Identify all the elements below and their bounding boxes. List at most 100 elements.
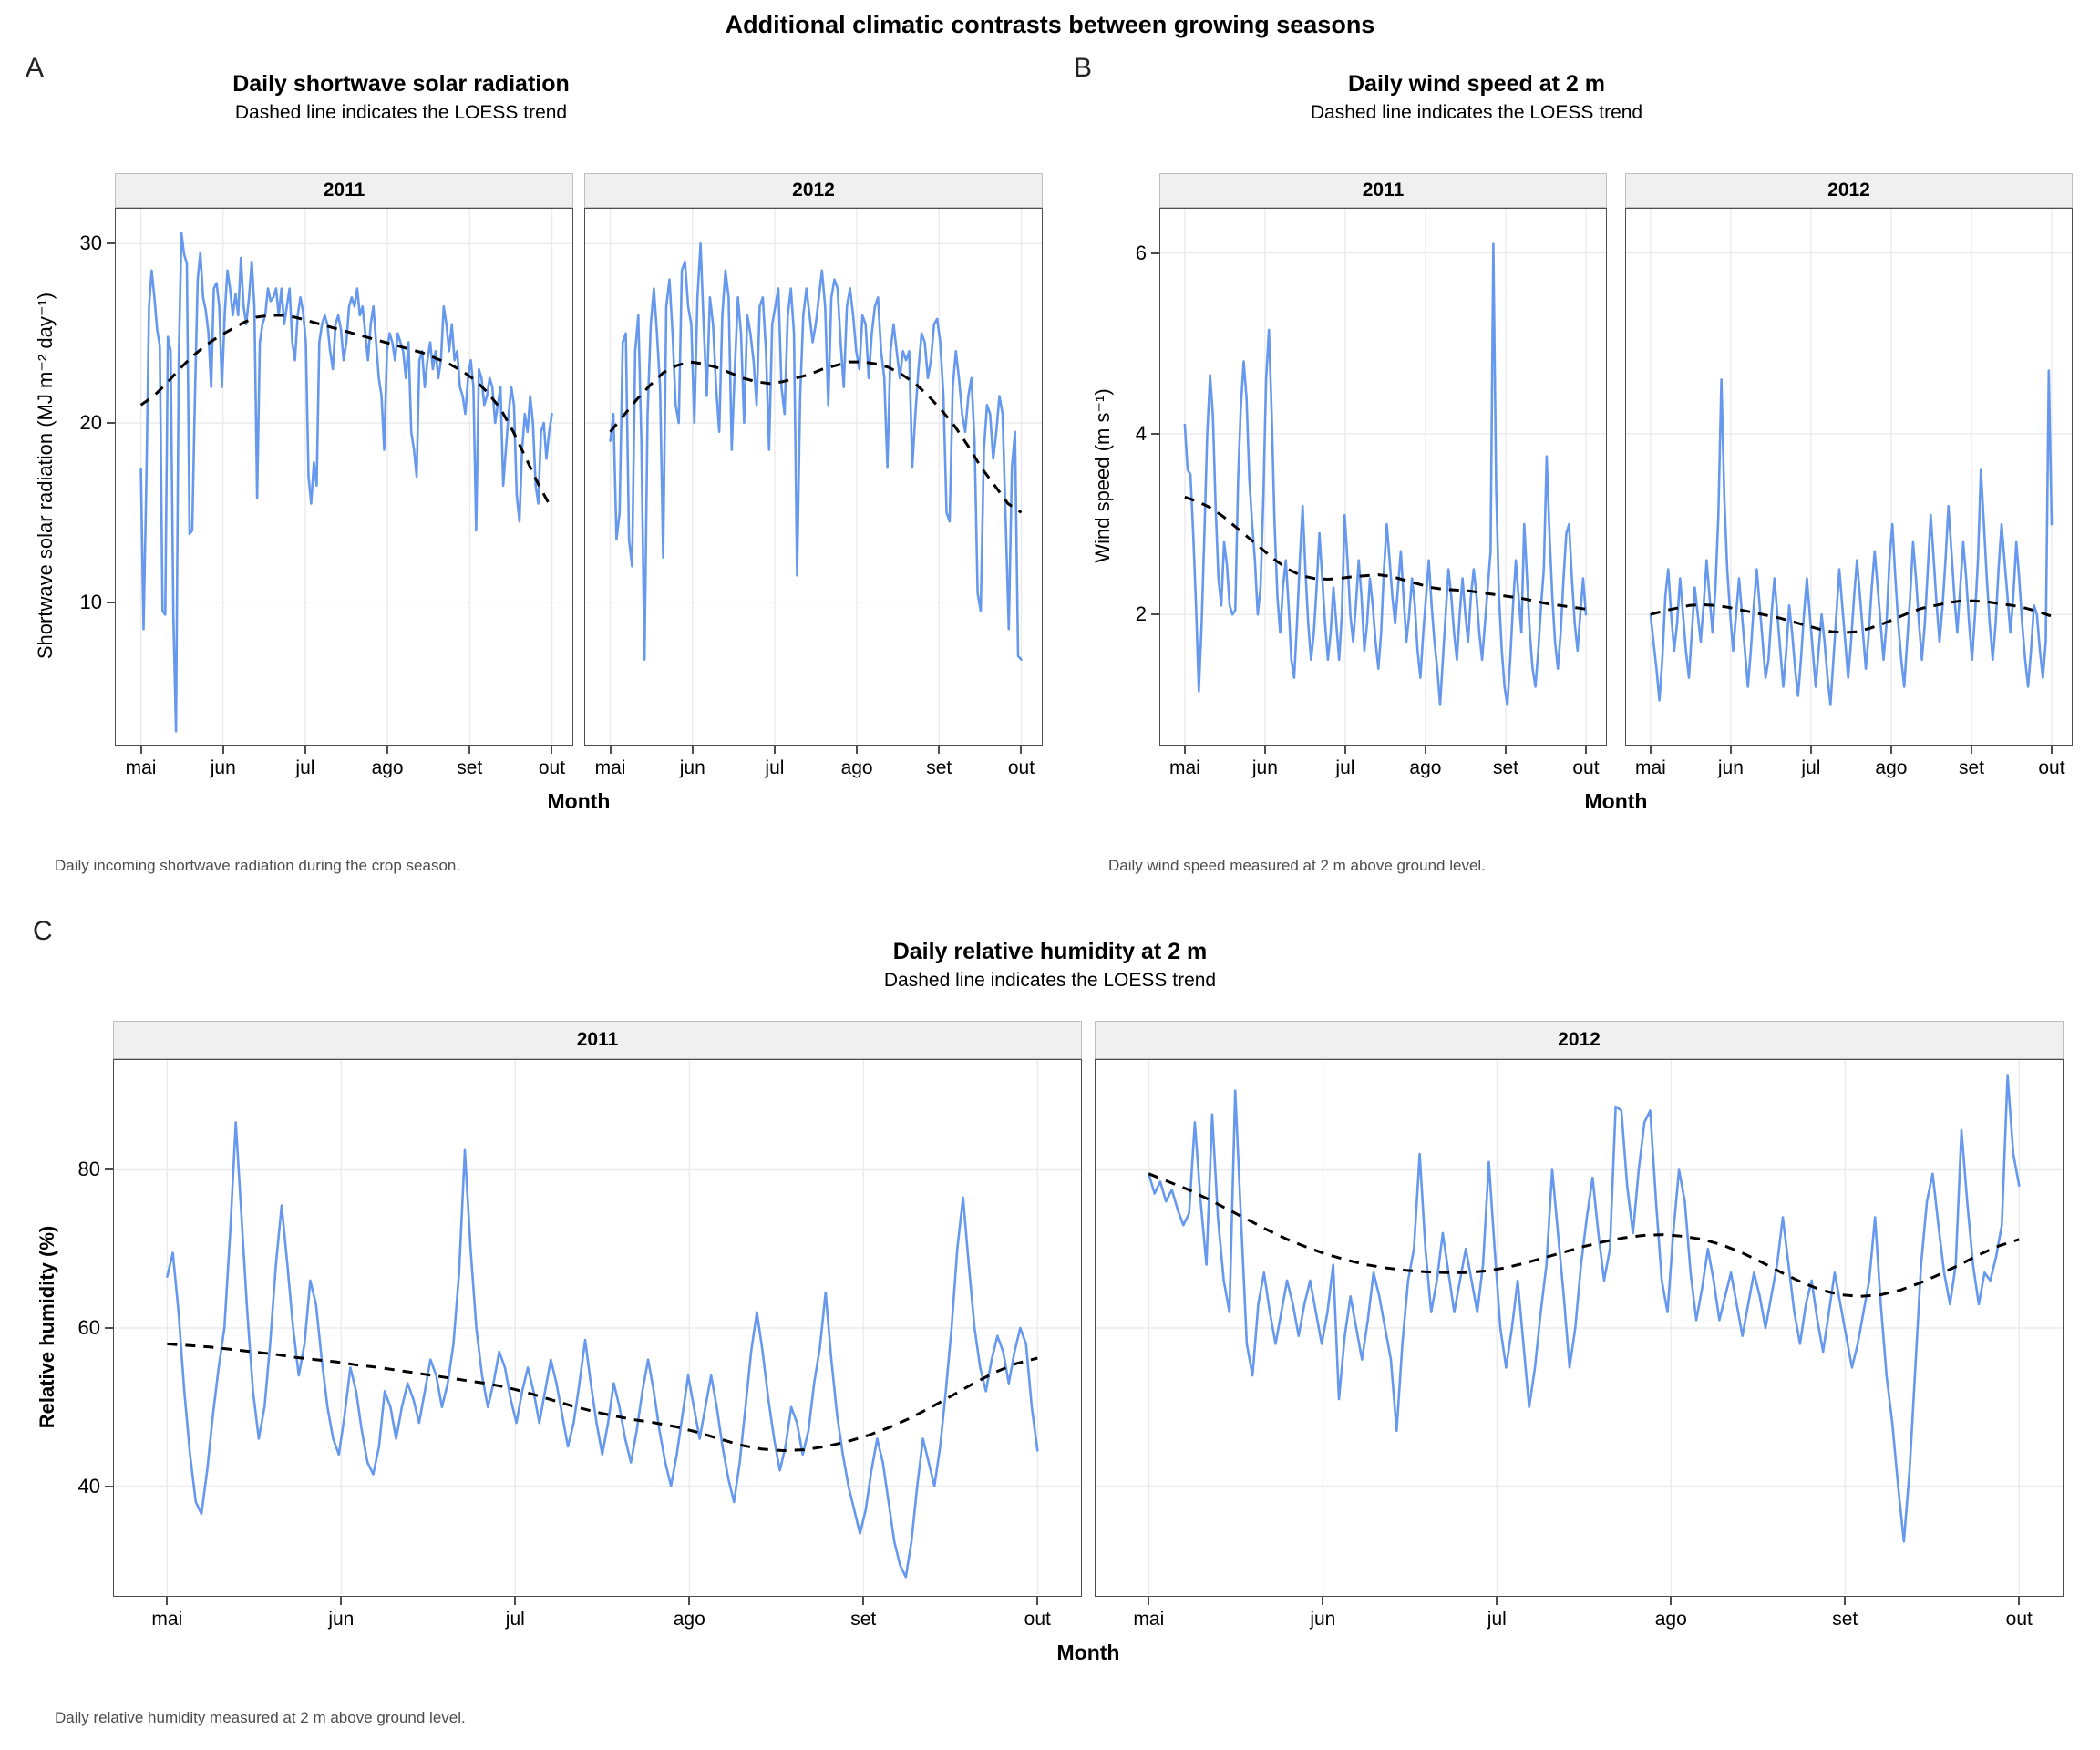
y-tick-label: 2 xyxy=(1135,602,1147,626)
x-tick-mark xyxy=(1889,746,1892,754)
x-tick-label: ago xyxy=(1875,757,1908,778)
facet-panel-2011 xyxy=(115,208,573,746)
x-tick-label: mai xyxy=(1634,757,1666,778)
panel-letter-a: A xyxy=(26,53,45,83)
x-tick-mark xyxy=(1036,1597,1039,1605)
x-tick-mark xyxy=(139,746,142,754)
x-tick-label: set xyxy=(1492,757,1518,778)
x-tick-label: jun xyxy=(328,1609,355,1630)
chart-b: Wind speed (m s⁻¹) 2 4 6 2011 mai jun jul ago set… xyxy=(1085,173,2078,829)
x-tick-label: set xyxy=(457,757,483,778)
y-tick-mark xyxy=(107,242,115,245)
panel-letter-b: B xyxy=(1074,53,1093,83)
y-tick-label: 40 xyxy=(77,1474,100,1498)
x-tick-label: mai xyxy=(1168,757,1200,778)
facet-strip-2011: 2011 xyxy=(115,173,573,208)
panel-c-title-text: Daily relative humidity at 2 m xyxy=(892,939,1208,964)
y-tick-label: 60 xyxy=(77,1316,100,1339)
panel-c-caption: Daily relative humidity measured at 2 m … xyxy=(55,1709,466,1726)
x-tick-label: jul xyxy=(505,1609,525,1630)
x-tick-mark xyxy=(166,1597,169,1605)
y-tick-label: 20 xyxy=(79,411,102,434)
y-tick-label: 6 xyxy=(1135,241,1147,264)
y-tick-mark xyxy=(107,601,115,603)
panel-b-title: Daily wind speed at 2 m Dashed line indi… xyxy=(1158,71,1796,124)
x-tick-label: set xyxy=(1958,757,1984,778)
facet-strip-2011: 2011 xyxy=(113,1021,1082,1059)
x-tick-mark xyxy=(691,746,694,754)
x-tick-mark xyxy=(1729,746,1732,754)
facet-panel-2012 xyxy=(584,208,1043,746)
y-tick-label: 10 xyxy=(79,590,102,613)
x-tick-label: jun xyxy=(210,757,236,778)
x-tick-mark xyxy=(1844,1597,1847,1605)
x-tick-label: ago xyxy=(1409,757,1442,778)
x-axis-title: Month xyxy=(1056,1641,1120,1664)
y-axis-title: Relative humidity (%) xyxy=(36,1225,58,1429)
x-tick-mark xyxy=(514,1597,517,1605)
panel-b-caption: Daily wind speed measured at 2 m above g… xyxy=(1108,857,1486,874)
x-tick-mark xyxy=(2018,1597,2021,1605)
x-tick-mark xyxy=(1322,1597,1324,1605)
x-axis-title: Month xyxy=(547,789,611,813)
panel-b-title-text: Daily wind speed at 2 m xyxy=(1347,71,1606,97)
x-tick-label: jul xyxy=(1335,757,1355,778)
x-tick-label: out xyxy=(1007,757,1035,778)
chart-c: Relative humidity (%) 40 60 80 2011 mai jun jul… xyxy=(27,1021,2069,1695)
x-tick-mark xyxy=(609,746,612,754)
x-tick-mark xyxy=(551,746,553,754)
x-tick-mark xyxy=(862,1597,865,1605)
x-tick-label: jun xyxy=(679,757,705,778)
x-tick-mark xyxy=(856,746,859,754)
x-tick-label: ago xyxy=(371,757,404,778)
x-tick-mark xyxy=(688,1597,691,1605)
x-tick-label: out xyxy=(1024,1609,1051,1630)
x-tick-mark xyxy=(304,746,306,754)
x-tick-label: out xyxy=(1572,757,1600,778)
y-tick-mark xyxy=(105,1168,113,1171)
facet-strip-2012: 2012 xyxy=(584,173,1043,208)
x-tick-label: out xyxy=(538,757,566,778)
facet-strip-2012: 2012 xyxy=(1625,173,2073,208)
x-tick-mark xyxy=(386,746,389,754)
facet-panel-2011 xyxy=(113,1059,1082,1597)
x-tick-label: jul xyxy=(295,757,315,778)
x-tick-label: out xyxy=(2005,1609,2033,1630)
y-tick-mark xyxy=(1151,613,1159,616)
y-axis-title: Shortwave solar radiation (MJ m⁻² day⁻¹) xyxy=(34,292,57,660)
chart-a: Shortwave solar radiation (MJ m⁻² day⁻¹)… xyxy=(27,173,1048,829)
y-tick-mark xyxy=(105,1327,113,1329)
x-tick-mark xyxy=(773,746,776,754)
x-tick-mark xyxy=(1970,746,1972,754)
x-tick-label: set xyxy=(1832,1609,1858,1630)
panel-a-subtitle-text: Dashed line indicates the LOESS trend xyxy=(234,101,568,123)
x-tick-mark xyxy=(1809,746,1812,754)
x-tick-label: ago xyxy=(840,757,873,778)
x-tick-mark xyxy=(1649,746,1652,754)
y-tick-mark xyxy=(1151,432,1159,435)
figure-title: Additional climatic contrasts between gr… xyxy=(725,11,1375,38)
facet-strip-2011: 2011 xyxy=(1159,173,1607,208)
facet-panel-2012 xyxy=(1625,208,2073,746)
x-tick-label: jul xyxy=(765,757,785,778)
y-tick-label: 30 xyxy=(79,232,102,255)
x-tick-label: jun xyxy=(1310,1609,1336,1630)
x-tick-mark xyxy=(468,746,471,754)
x-tick-mark xyxy=(1424,746,1426,754)
y-tick-mark xyxy=(1151,252,1159,254)
x-tick-mark xyxy=(340,1597,343,1605)
x-tick-mark xyxy=(1504,746,1507,754)
panel-c-title: Daily relative humidity at 2 m Dashed li… xyxy=(512,939,1588,992)
y-tick-label: 4 xyxy=(1135,421,1147,445)
x-tick-mark xyxy=(1020,746,1023,754)
facet-strip-2012: 2012 xyxy=(1095,1021,2064,1059)
x-tick-label: jun xyxy=(1251,757,1278,778)
y-tick-mark xyxy=(107,422,115,424)
x-tick-mark xyxy=(1584,746,1587,754)
y-tick-mark xyxy=(105,1485,113,1488)
x-tick-label: mai xyxy=(125,757,157,778)
panel-letter-c: C xyxy=(33,916,53,946)
y-axis-title: Wind speed (m s⁻¹) xyxy=(1091,388,1114,563)
panel-b-subtitle-text: Dashed line indicates the LOESS trend xyxy=(1310,101,1643,123)
